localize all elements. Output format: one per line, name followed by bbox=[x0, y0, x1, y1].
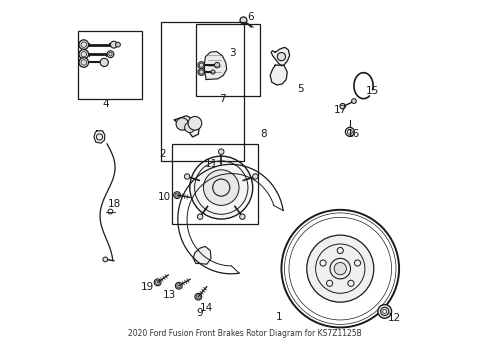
Circle shape bbox=[240, 17, 246, 24]
Circle shape bbox=[198, 62, 204, 69]
Text: 11: 11 bbox=[205, 159, 218, 169]
Circle shape bbox=[351, 99, 356, 103]
Circle shape bbox=[79, 58, 88, 67]
Polygon shape bbox=[203, 51, 226, 80]
Text: 4: 4 bbox=[102, 99, 109, 109]
Bar bbox=[196, 24, 259, 96]
Polygon shape bbox=[174, 116, 199, 137]
Text: 13: 13 bbox=[163, 290, 176, 300]
Text: 2: 2 bbox=[159, 149, 165, 159]
Circle shape bbox=[102, 257, 107, 262]
Circle shape bbox=[377, 305, 391, 318]
Bar bbox=[171, 144, 258, 224]
Polygon shape bbox=[269, 65, 286, 85]
Text: 1: 1 bbox=[276, 311, 282, 321]
Text: 14: 14 bbox=[200, 303, 213, 313]
Text: 12: 12 bbox=[387, 312, 401, 323]
Circle shape bbox=[252, 174, 258, 179]
Circle shape bbox=[198, 68, 204, 76]
Circle shape bbox=[203, 170, 239, 205]
Text: 8: 8 bbox=[259, 129, 266, 139]
Circle shape bbox=[175, 282, 182, 289]
Circle shape bbox=[188, 117, 202, 130]
Circle shape bbox=[184, 122, 195, 132]
Text: 9: 9 bbox=[196, 308, 203, 318]
Circle shape bbox=[184, 174, 189, 179]
Text: 18: 18 bbox=[108, 199, 121, 209]
Circle shape bbox=[107, 51, 114, 58]
Circle shape bbox=[210, 70, 215, 74]
Circle shape bbox=[333, 262, 346, 275]
Circle shape bbox=[154, 279, 161, 286]
Bar bbox=[78, 31, 142, 99]
Text: 7: 7 bbox=[219, 94, 225, 104]
Circle shape bbox=[239, 214, 244, 219]
Polygon shape bbox=[271, 48, 289, 66]
Circle shape bbox=[214, 62, 220, 68]
Text: 3: 3 bbox=[229, 48, 235, 58]
Circle shape bbox=[176, 118, 188, 130]
Circle shape bbox=[189, 156, 252, 219]
Text: 19: 19 bbox=[141, 282, 154, 292]
Text: 16: 16 bbox=[346, 129, 360, 139]
Text: 2020 Ford Fusion Front Brakes Rotor Diagram for KS7Z1125B: 2020 Ford Fusion Front Brakes Rotor Diag… bbox=[127, 329, 361, 338]
Text: 17: 17 bbox=[333, 105, 346, 114]
Circle shape bbox=[195, 293, 202, 300]
Polygon shape bbox=[193, 247, 210, 264]
Text: 10: 10 bbox=[158, 192, 171, 202]
Circle shape bbox=[79, 49, 88, 59]
Circle shape bbox=[79, 40, 88, 49]
Circle shape bbox=[345, 127, 354, 136]
Text: 6: 6 bbox=[247, 12, 253, 22]
Circle shape bbox=[306, 235, 373, 302]
Circle shape bbox=[115, 42, 120, 47]
Text: 15: 15 bbox=[365, 86, 378, 96]
Circle shape bbox=[173, 192, 180, 198]
Circle shape bbox=[100, 58, 108, 67]
Circle shape bbox=[110, 41, 117, 48]
Circle shape bbox=[218, 149, 224, 154]
Circle shape bbox=[277, 53, 285, 61]
Circle shape bbox=[339, 103, 345, 109]
Circle shape bbox=[197, 214, 203, 219]
Text: 5: 5 bbox=[297, 84, 304, 94]
Polygon shape bbox=[94, 131, 105, 143]
Bar bbox=[161, 22, 244, 161]
